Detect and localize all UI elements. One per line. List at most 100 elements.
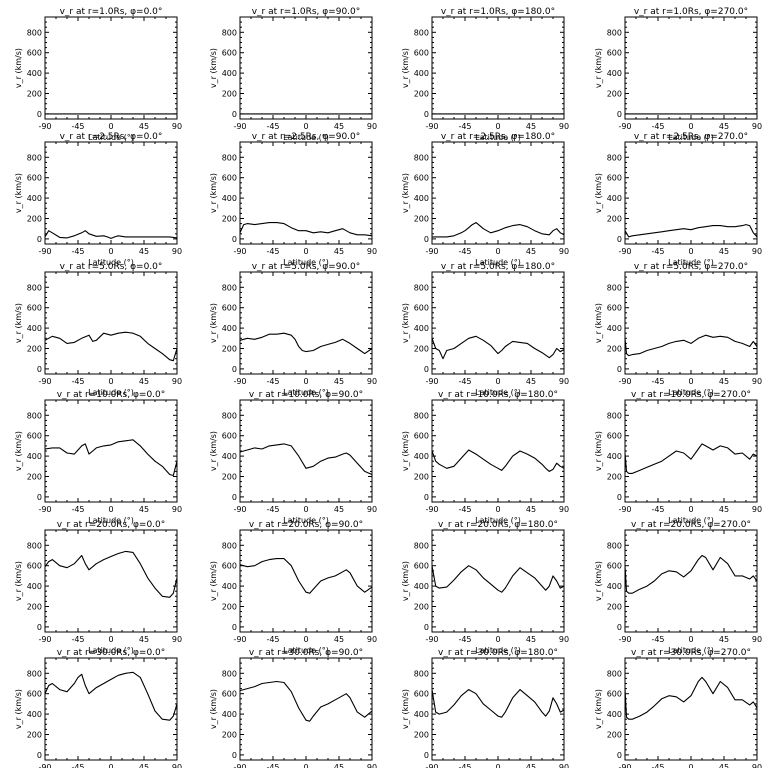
y-tick-label: 200 [414, 90, 429, 99]
y-axis-label: v_r (km/s) [209, 303, 218, 343]
plot-frame [624, 271, 758, 375]
plot-frame [239, 16, 373, 120]
plot-frame [239, 141, 373, 245]
y-axis-label: v_r (km/s) [14, 561, 23, 601]
x-tick-label: 0 [108, 377, 113, 386]
x-tick-label: 45 [334, 247, 344, 256]
y-axis-label: v_r (km/s) [401, 303, 410, 343]
x-axis-label: Latitude (°) [88, 133, 134, 142]
subplot-13: v_r at r=10.0Rs, φ=0.0° -90 -45 0 45 90 0 200 40… [14, 390, 182, 525]
y-axis-label: v_r (km/s) [594, 48, 603, 88]
y-tick-label: 400 [607, 452, 622, 461]
y-axis-label: v_r (km/s) [209, 173, 218, 213]
y-tick-label: 800 [222, 153, 237, 162]
x-tick-label: -45 [458, 122, 471, 131]
subplot-15: v_r at r=10.0Rs, φ=180.0° -90 -45 0 45 90 0 200… [401, 390, 569, 525]
subplot-16: v_r at r=10.0Rs, φ=270.0° -90 -45 0 45 90 0 200… [594, 390, 762, 525]
y-tick-label: 0 [232, 235, 237, 244]
x-tick-label: 90 [752, 635, 762, 644]
x-tick-label: 0 [688, 122, 693, 131]
data-line [239, 680, 373, 722]
x-axis-label: Latitude (°) [668, 516, 714, 525]
y-tick-label: 800 [414, 669, 429, 678]
y-tick-label: 600 [607, 562, 622, 571]
y-tick-label: 0 [232, 493, 237, 502]
x-tick-label: -90 [38, 247, 51, 256]
plot-frame [44, 657, 178, 761]
x-tick-label: 45 [719, 763, 729, 768]
x-tick-label: -45 [71, 122, 84, 131]
data-line [44, 331, 178, 362]
plot-frame [431, 271, 565, 375]
y-tick-label: 200 [607, 215, 622, 224]
y-tick-label: 800 [607, 541, 622, 550]
x-tick-label: 45 [139, 122, 149, 131]
subplot-23: v_r at r=30.0Rs, φ=180.0° -90 -45 0 45 90 0 200… [401, 648, 569, 768]
x-tick-label: -45 [651, 635, 664, 644]
x-tick-label: -90 [233, 377, 246, 386]
y-tick-label: 800 [607, 28, 622, 37]
y-axis-label: v_r (km/s) [594, 431, 603, 471]
x-tick-label: 45 [139, 377, 149, 386]
x-tick-label: -90 [425, 247, 438, 256]
y-tick-label: 600 [607, 690, 622, 699]
x-tick-label: 0 [303, 505, 308, 514]
y-tick-label: 800 [27, 28, 42, 37]
subplot-6: v_r at r=2.5Rs, φ=90.0° -90 -45 0 45 90 0 200 40… [209, 132, 377, 267]
y-tick-label: 400 [607, 69, 622, 78]
y-tick-label: 200 [607, 345, 622, 354]
data-line [239, 222, 373, 237]
y-tick-label: 0 [617, 110, 622, 119]
y-tick-label: 600 [414, 174, 429, 183]
y-tick-label: 800 [607, 669, 622, 678]
y-tick-label: 600 [414, 304, 429, 313]
subplot-17: v_r at r=20.0Rs, φ=0.0° -90 -45 0 45 90 0 200 40… [14, 520, 182, 655]
y-tick-label: 0 [37, 235, 42, 244]
x-tick-label: -90 [425, 505, 438, 514]
y-tick-label: 0 [232, 365, 237, 374]
x-tick-label: -45 [651, 505, 664, 514]
y-axis-label: v_r (km/s) [14, 431, 23, 471]
y-tick-label: 200 [27, 731, 42, 740]
x-axis-label: Latitude (°) [475, 258, 521, 267]
x-tick-label: 0 [108, 505, 113, 514]
x-tick-label: 0 [688, 505, 693, 514]
subplot-20: v_r at r=20.0Rs, φ=270.0° -90 -45 0 45 90 0 200… [594, 520, 762, 655]
plot-frame [44, 271, 178, 375]
x-tick-label: 0 [108, 635, 113, 644]
subplot-12: v_r at r=5.0Rs, φ=270.0° -90 -45 0 45 90 0 200 4… [594, 262, 762, 397]
y-tick-label: 800 [414, 411, 429, 420]
x-tick-label: 0 [495, 377, 500, 386]
y-tick-label: 800 [27, 541, 42, 550]
y-tick-label: 200 [27, 603, 42, 612]
x-axis-label: Latitude (°) [475, 133, 521, 142]
data-line [624, 554, 758, 594]
plot-frame [624, 16, 758, 120]
y-tick-label: 400 [222, 194, 237, 203]
subplot-19: v_r at r=20.0Rs, φ=180.0° -90 -45 0 45 90 0 200… [401, 520, 569, 655]
x-axis-label: Latitude (°) [668, 258, 714, 267]
y-tick-label: 400 [27, 452, 42, 461]
x-tick-label: -45 [651, 247, 664, 256]
y-tick-label: 0 [232, 751, 237, 760]
x-axis-label: Latitude (°) [475, 388, 521, 397]
x-tick-label: -90 [618, 247, 631, 256]
x-tick-label: 45 [139, 763, 149, 768]
y-tick-label: 200 [222, 731, 237, 740]
y-tick-label: 200 [27, 90, 42, 99]
x-tick-label: -90 [618, 122, 631, 131]
x-tick-label: 45 [719, 635, 729, 644]
subplot-title: v_r at r=10.0Rs, φ=0.0° [57, 390, 166, 400]
x-axis-label: Latitude (°) [283, 516, 329, 525]
x-tick-label: -45 [71, 247, 84, 256]
data-line [624, 224, 758, 238]
plot-frame [431, 399, 565, 503]
y-tick-label: 400 [414, 194, 429, 203]
x-tick-label: -45 [71, 635, 84, 644]
x-tick-label: 0 [303, 122, 308, 131]
y-tick-label: 200 [222, 345, 237, 354]
y-tick-label: 800 [414, 28, 429, 37]
y-tick-label: 600 [414, 690, 429, 699]
x-tick-label: 45 [719, 122, 729, 131]
x-tick-label: 45 [334, 635, 344, 644]
